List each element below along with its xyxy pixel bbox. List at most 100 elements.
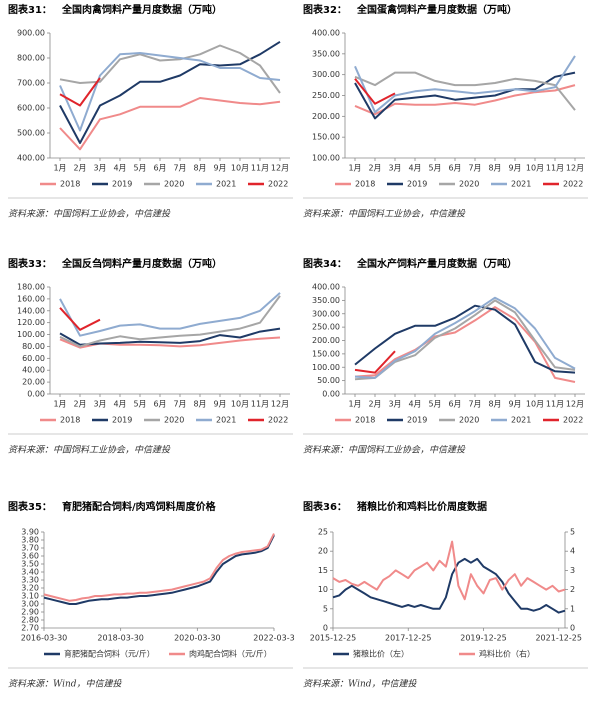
x-tick-label: 6月 [153,164,166,173]
series-line [332,540,566,601]
chart-title: 全国肉禽饲料产量月度数据（万吨） [61,3,222,16]
y-tick-label: 25 [318,528,328,537]
y-tick-label: 200.00 [312,336,340,345]
figure-label: 图表35： [8,500,52,513]
series-line [354,71,576,120]
x-tick-label: 10月 [526,164,544,173]
series-line [354,78,396,105]
y-tick-label: 2.70 [21,624,39,633]
source: 资料来源：中国饲料工业协会，中信建投 [303,209,466,220]
y-tick-label: 10 [318,585,328,594]
y-tick-label: 5 [323,604,328,613]
chart-title: 全国反刍饲料产量月度数据（万吨） [61,257,222,270]
y-tick-label: 160.00 [17,294,45,303]
legend-label: 2020 [164,180,184,189]
source: 资料来源：中国饲料工业协会，中信建投 [303,445,466,456]
x-tick-label: 2017-12-25 [385,634,432,643]
series-line [354,350,396,374]
y-tick-label: 2.90 [21,608,39,617]
source: 资料来源：中国饲料工业协会，中信建投 [8,445,171,456]
figure-label: 图表34： [303,257,347,270]
legend-label: 2021 [511,180,531,189]
y-tick-label: 150.00 [312,133,340,142]
y-tick-label: 3.70 [21,544,39,553]
y-tick-label: 3.40 [21,568,39,577]
y-tick-label: 20.00 [22,378,45,387]
x-tick-label: 12月 [566,400,584,409]
legend-label: 2020 [459,180,479,189]
x-tick-label: 8月 [193,164,206,173]
x-tick-label: 4月 [113,400,126,409]
x-tick-label: 1月 [348,164,361,173]
y-tick-label: 3.00 [21,600,39,609]
x-tick-label: 8月 [488,164,501,173]
x-tick-label: 11月 [546,164,564,173]
legend-label: 2022 [563,416,583,425]
y-tick-label: 3.90 [21,528,39,537]
y-tick-label: 3.80 [21,536,39,545]
x-tick-label: 9月 [213,164,226,173]
x-tick-label: 9月 [508,164,521,173]
legend-label: 2022 [563,180,583,189]
x-tick-label: 10月 [231,400,249,409]
source: 资料来源：Wind，中信建投 [303,679,418,690]
x-tick-label: 11月 [251,400,269,409]
x-tick-label: 4月 [113,164,126,173]
y-tick-label: 800.00 [17,54,45,63]
series-line [43,533,275,602]
series-line [354,304,576,374]
series-line [354,84,576,116]
x-tick-label: 4月 [408,400,421,409]
x-tick-label: 7月 [173,164,186,173]
series-line [59,40,281,144]
y-tick-label: 700.00 [17,79,45,88]
legend-label: 2019 [112,416,132,425]
legend-label: 育肥猪配合饲料（元/斤） [64,649,155,659]
y-tick-label: 15 [318,566,328,575]
x-tick-label: 8月 [193,400,206,409]
y-tick-label: 350.00 [312,49,340,58]
y-tick-label: 3.50 [21,560,39,569]
y-tick-label: 60.00 [22,354,45,363]
legend-label: 2018 [60,180,80,189]
series-line [43,534,275,605]
x-tick-label: 1月 [348,400,361,409]
series-line [354,55,576,114]
legend-label: 2021 [511,416,531,425]
figure-label: 图表31： [8,3,52,16]
figure-label: 图表32： [303,3,347,16]
y2-tick-label: 3 [570,566,575,575]
series-line [59,292,281,337]
x-tick-label: 12月 [271,164,289,173]
x-tick-label: 2016-03-30 [21,634,68,643]
y-tick-label: 100.00 [17,330,45,339]
x-tick-label: 5月 [133,400,146,409]
series-line [354,296,576,379]
y-tick-label: 100.00 [312,154,340,163]
x-tick-label: 10月 [231,164,249,173]
y-tick-label: 0.00 [27,390,45,399]
y-tick-label: 600.00 [17,104,45,113]
legend-label: 2019 [407,180,427,189]
series-line [59,44,281,94]
series-line [59,52,281,132]
y-tick-label: 40.00 [22,366,45,375]
x-tick-label: 7月 [173,400,186,409]
y-tick-label: 250.00 [312,91,340,100]
x-tick-label: 10月 [526,400,544,409]
legend-label: 猪粮比价（左） [353,649,409,659]
y2-tick-label: 5 [570,528,575,537]
x-tick-label: 8月 [488,400,501,409]
x-tick-label: 5月 [133,164,146,173]
legend-label: 2018 [355,180,375,189]
legend-label: 肉鸡配合饲料（元/斤） [189,649,272,659]
legend-label: 2022 [268,416,288,425]
x-tick-label: 2018-03-30 [97,634,144,643]
y-tick-label: 100.00 [312,363,340,372]
y-tick-label: 50.00 [317,376,340,385]
y-tick-label: 180.00 [17,283,45,292]
source: 资料来源：Wind，中信建投 [8,679,123,690]
x-tick-label: 2015-12-25 [310,634,357,643]
x-tick-label: 9月 [508,400,521,409]
series-line [59,327,281,346]
